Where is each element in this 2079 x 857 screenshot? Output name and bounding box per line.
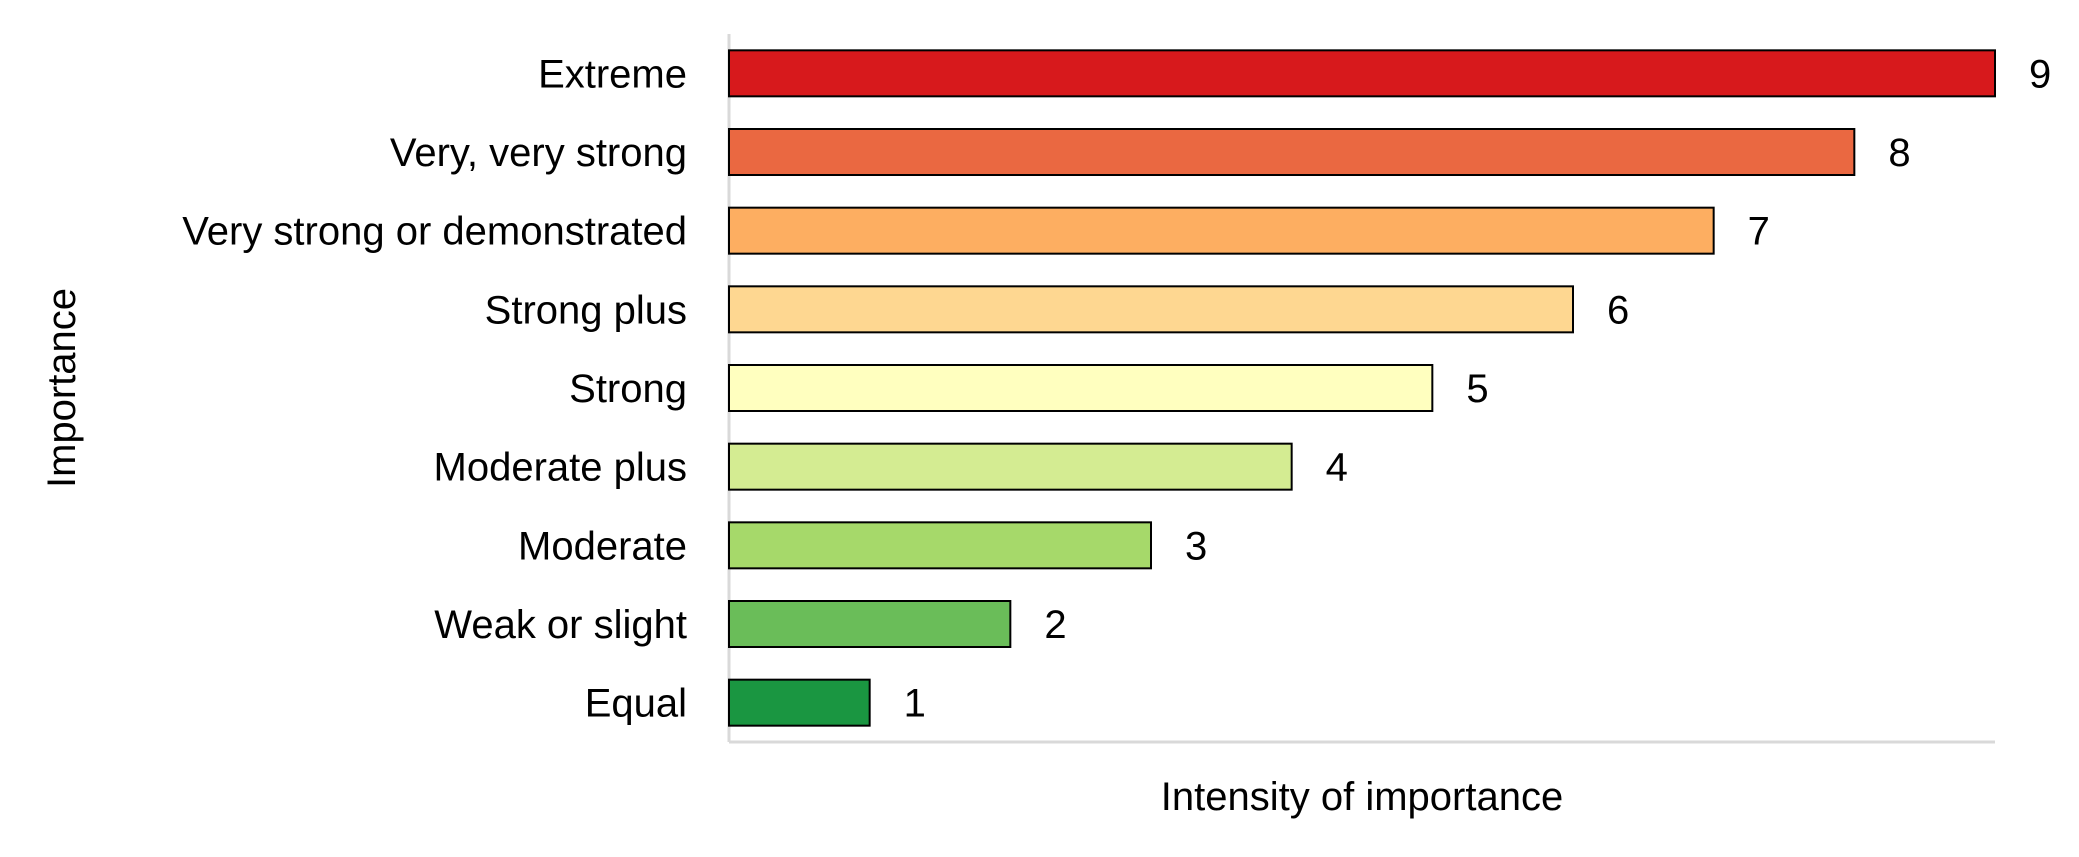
category-label: Strong plus [485, 288, 687, 332]
data-label: 2 [1044, 603, 1066, 647]
data-label: 3 [1185, 524, 1207, 568]
category-label: Very, very strong [390, 131, 687, 175]
data-label: 1 [904, 682, 926, 726]
value-labels-group: 9 8 7 6 5 4 3 2 1 [904, 52, 2052, 725]
bar-moderate-plus [728, 442, 1293, 491]
bar-very-very-strong [728, 128, 1856, 176]
data-label: 6 [1607, 288, 1629, 332]
y-axis-title: Importance [40, 288, 84, 488]
bar-extreme [728, 49, 1996, 98]
category-label: Extreme [538, 52, 687, 96]
bar-moderate [728, 521, 1152, 570]
category-label: Strong [569, 367, 687, 411]
category-label: Moderate [518, 524, 687, 568]
bar-weak-or-slight [728, 600, 1012, 648]
data-label: 7 [1748, 210, 1770, 254]
data-label: 5 [1466, 367, 1488, 411]
data-label: 4 [1326, 446, 1348, 490]
data-label: 9 [2029, 52, 2051, 96]
bars-group [728, 49, 1996, 727]
bar-very-strong-or-demonstrated [728, 206, 1715, 255]
category-label: Equal [585, 682, 687, 726]
category-label: Weak or slight [434, 603, 687, 647]
category-labels-group: Extreme Very, very strong Very strong or d… [182, 52, 687, 725]
bar-strong-plus [728, 285, 1574, 334]
category-label: Moderate plus [434, 446, 687, 490]
data-label: 8 [1888, 131, 1910, 175]
bar-equal [728, 678, 871, 727]
x-axis-title: Intensity of importance [1161, 775, 1563, 819]
category-label: Very strong or demonstrated [182, 210, 687, 254]
bar-strong [728, 364, 1434, 412]
